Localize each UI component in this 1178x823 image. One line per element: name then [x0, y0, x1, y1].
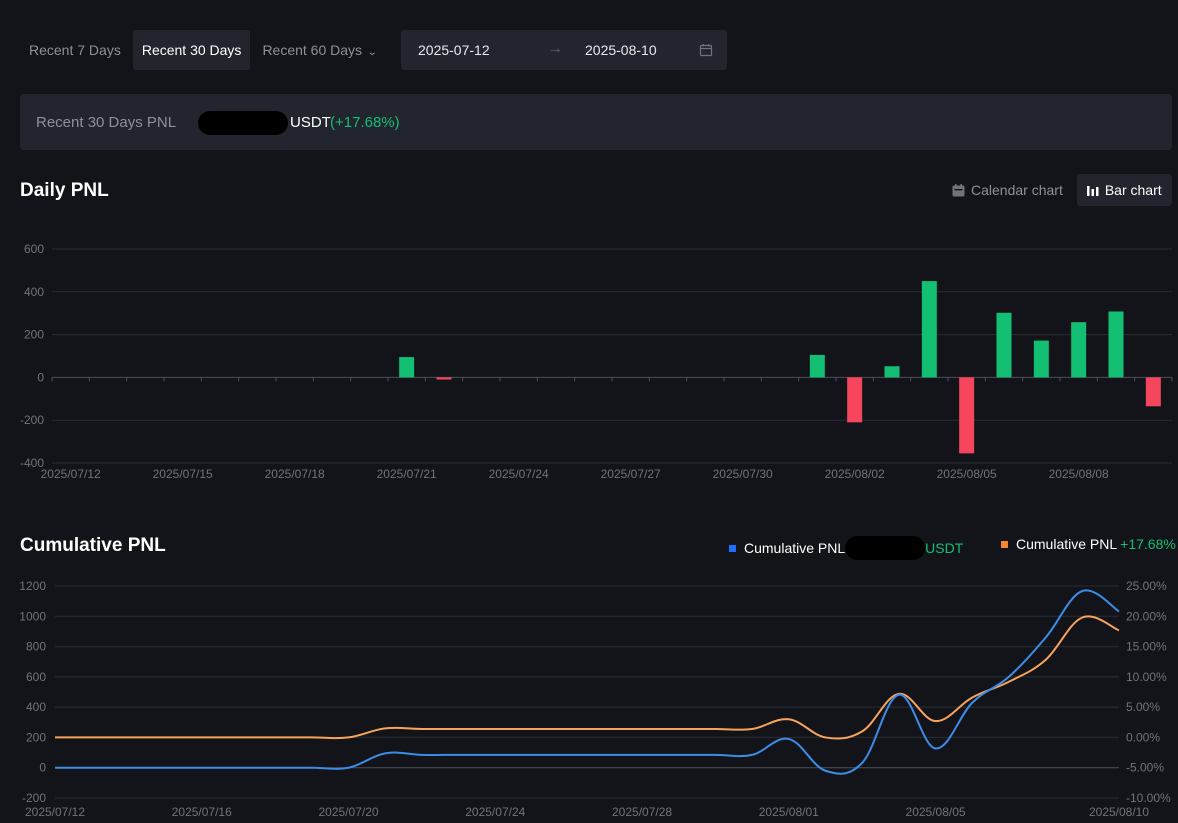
bar	[996, 312, 1012, 378]
bar-chart-icon	[1086, 186, 1099, 196]
y-left-tick-label: 1200	[19, 579, 46, 593]
redacted-value	[845, 536, 926, 560]
legend-item-percent[interactable]: Cumulative PNL +17.68%	[1001, 536, 1176, 552]
recent-60-days-dropdown[interactable]: Recent 60 Days ⌄	[253, 30, 385, 70]
x-tick-label: 2025/08/05	[937, 467, 997, 481]
x-tick-label: 2025/07/15	[153, 467, 213, 481]
cumulative-pnl-chart: -200 -10.00% 0 -5.00% 200 0.00% 400 5.00% 600 10.…	[19, 579, 1171, 819]
bar	[847, 377, 863, 423]
x-tick-label: 2025/07/12	[25, 805, 85, 819]
y-left-tick-label: 200	[26, 730, 46, 744]
legend-item-abs[interactable]: Cumulative PNL USDT	[729, 536, 963, 560]
bar-chart-button[interactable]: Bar chart	[1076, 174, 1172, 206]
arrow-right-icon: →	[547, 40, 563, 57]
y-tick-label: 400	[24, 285, 44, 299]
daily-pnl-chart: -400 -200 0 200 400 600 2025/07/12 2025/07/15 20…	[20, 242, 1173, 481]
y-right-tick-label: 0.00%	[1126, 730, 1160, 744]
calendar-chart-button[interactable]: Calendar chart	[942, 174, 1073, 206]
x-tick-label: 2025/07/24	[489, 467, 549, 481]
bar-chart-label: Bar chart	[1104, 182, 1162, 198]
y-left-tick-label: 0	[39, 761, 46, 775]
legend-abs-unit: USDT	[925, 540, 964, 556]
range-toolbar: Recent 7 Days Recent 30 Days Recent 60 D…	[20, 30, 388, 70]
redacted-value	[198, 111, 288, 135]
y-right-tick-label: 10.00%	[1126, 670, 1167, 684]
x-tick-label: 2025/08/08	[1049, 467, 1109, 481]
x-tick-label: 2025/07/16	[172, 805, 232, 819]
bar	[1108, 311, 1124, 378]
y-tick-label: 600	[24, 242, 44, 256]
y-left-tick-label: 1000	[19, 609, 46, 623]
series-line-percent	[55, 615, 1120, 740]
chevron-down-icon: ⌄	[366, 47, 378, 58]
y-right-tick-label: 20.00%	[1126, 609, 1167, 623]
bar	[959, 377, 975, 454]
x-tick-label: 2025/08/02	[825, 467, 885, 481]
x-tick-label: 2025/08/05	[906, 805, 966, 819]
cumulative-pnl-title: Cumulative PNL	[20, 535, 166, 556]
bar	[809, 354, 825, 378]
y-tick-label: 200	[24, 328, 44, 342]
y-right-tick-label: 25.00%	[1126, 579, 1167, 593]
series-line-abs	[54, 589, 1120, 775]
y-tick-label: -200	[20, 413, 44, 427]
x-tick-label: 2025/07/21	[377, 467, 437, 481]
bar	[884, 366, 900, 378]
bar	[1145, 377, 1161, 407]
recent-60-days-label: Recent 60 Days	[262, 42, 363, 58]
chart-view-toggle: Calendar chart Bar chart	[942, 174, 1172, 206]
bar	[1033, 340, 1049, 378]
legend-pct-name: Cumulative PNL	[1016, 536, 1118, 552]
pnl-summary-label: Recent 30 Days PNL	[36, 114, 177, 131]
pnl-summary-unit: USDT	[290, 114, 331, 131]
calendar-chart-label: Calendar chart	[971, 182, 1063, 198]
y-right-tick-label: -10.00%	[1126, 791, 1171, 805]
y-tick-label: 0	[37, 370, 44, 384]
x-tick-label: 2025/07/20	[318, 805, 378, 819]
y-right-tick-label: 15.00%	[1126, 640, 1167, 654]
legend-pct-value: +17.68%	[1120, 536, 1176, 552]
y-left-tick-label: 800	[26, 640, 46, 654]
x-tick-label: 2025/07/24	[465, 805, 525, 819]
end-date-input[interactable]: 2025-08-10	[585, 42, 657, 58]
date-range-picker[interactable]: 2025-07-12 → 2025-08-10	[401, 30, 727, 70]
legend-swatch-percent	[1001, 540, 1008, 548]
x-tick-label: 2025/07/30	[713, 467, 773, 481]
x-tick-label: 2025/08/01	[759, 805, 819, 819]
x-tick-label: 2025/07/12	[41, 467, 101, 481]
bar	[921, 281, 937, 378]
bar	[399, 357, 415, 378]
daily-pnl-title: Daily PNL	[20, 180, 109, 201]
recent-30-days-button[interactable]: Recent 30 Days	[132, 30, 251, 70]
y-tick-label: -400	[20, 456, 44, 470]
legend-abs-name: Cumulative PNL	[744, 540, 846, 556]
x-tick-label: 2025/07/28	[612, 805, 672, 819]
y-left-tick-label: 400	[26, 700, 46, 714]
calendar-icon[interactable]	[699, 43, 713, 60]
legend-swatch-abs	[729, 544, 736, 552]
bar	[1071, 322, 1087, 378]
y-left-tick-label: 600	[26, 670, 46, 684]
x-tick-label: 2025/07/18	[265, 467, 325, 481]
calendar-icon	[952, 183, 965, 196]
y-left-tick-label: -200	[22, 791, 46, 805]
pnl-summary-banner: Recent 30 Days PNL USDT (+17.68%)	[20, 94, 1172, 150]
pnl-summary-percent: (+17.68%)	[330, 114, 400, 131]
start-date-input[interactable]: 2025-07-12	[418, 42, 490, 58]
y-right-tick-label: -5.00%	[1126, 761, 1164, 775]
recent-7-days-button[interactable]: Recent 7 Days	[29, 42, 121, 58]
y-right-tick-label: 5.00%	[1126, 700, 1160, 714]
bar	[436, 377, 452, 380]
x-tick-label: 2025/07/27	[601, 467, 661, 481]
x-tick-label: 2025/08/10	[1089, 805, 1149, 819]
